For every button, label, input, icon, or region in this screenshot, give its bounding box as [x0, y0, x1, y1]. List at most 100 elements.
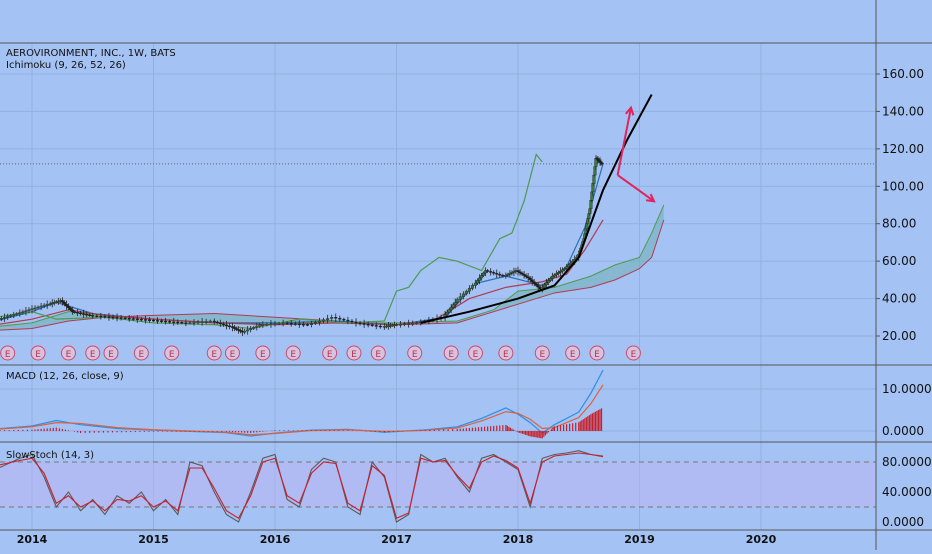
price-candle	[600, 162, 604, 165]
x-tick-label: 2018	[503, 533, 534, 546]
earnings-marker-label: E	[211, 350, 217, 360]
symbol-title: AEROVIRONMENT, INC., 1W, BATS	[6, 48, 176, 59]
earnings-marker[interactable]: E	[407, 345, 423, 361]
earnings-marker-circle	[60, 345, 76, 361]
price-candle	[482, 272, 486, 276]
price-candle	[504, 274, 508, 277]
earnings-marker-circle	[443, 345, 459, 361]
earnings-marker-circle	[370, 345, 386, 361]
price-candle	[119, 317, 123, 319]
price-candle	[82, 313, 86, 315]
price-candle	[188, 322, 192, 324]
x-tick-label: 2016	[260, 533, 291, 546]
stoch-tick-label: 40.0000	[882, 485, 932, 499]
earnings-marker[interactable]: E	[0, 345, 16, 361]
earnings-marker[interactable]: E	[206, 345, 222, 361]
earnings-marker[interactable]: E	[30, 345, 46, 361]
price-candle	[346, 319, 350, 322]
price-candle	[15, 313, 19, 315]
forecast-arrowhead	[646, 193, 656, 203]
earnings-marker[interactable]: E	[625, 345, 641, 361]
price-candle	[42, 304, 46, 307]
earnings-marker[interactable]: E	[565, 345, 581, 361]
price-candle	[407, 323, 411, 325]
price-candle	[111, 316, 115, 319]
y-tick-label: 160.00	[882, 67, 924, 81]
price-candle	[243, 330, 247, 333]
trend-line	[420, 94, 653, 324]
earnings-marker[interactable]: E	[534, 345, 550, 361]
forecast-arrowhead	[625, 105, 635, 116]
earnings-marker-label: E	[139, 350, 145, 360]
earnings-marker[interactable]: E	[322, 345, 338, 361]
earnings-marker-circle	[206, 345, 222, 361]
price-candle	[314, 322, 318, 324]
price-candle	[269, 323, 273, 326]
price-candle	[281, 322, 285, 325]
price-candle	[451, 304, 455, 308]
price-candle	[176, 321, 180, 324]
price-candle	[204, 321, 208, 323]
price-candle	[115, 317, 119, 319]
earnings-marker[interactable]: E	[103, 345, 119, 361]
price-candle	[107, 316, 111, 318]
price-candle	[453, 302, 457, 306]
price-candle	[64, 303, 68, 307]
price-candle	[362, 323, 366, 325]
price-candle	[548, 278, 552, 281]
price-candle	[237, 329, 241, 331]
earnings-marker[interactable]: E	[589, 345, 605, 361]
price-candle	[249, 328, 253, 330]
price-candle	[449, 307, 453, 310]
price-candle	[512, 271, 516, 273]
price-candle	[342, 318, 346, 321]
price-candle	[480, 275, 484, 279]
earnings-marker[interactable]: E	[370, 345, 386, 361]
earnings-marker[interactable]: E	[443, 345, 459, 361]
price-candle	[559, 270, 563, 273]
earnings-marker-label: E	[108, 350, 114, 360]
earnings-marker[interactable]: E	[285, 345, 301, 361]
price-candle	[88, 314, 92, 316]
price-candle	[455, 299, 459, 303]
earnings-marker-circle	[103, 345, 119, 361]
earnings-marker[interactable]: E	[85, 345, 101, 361]
x-tick-label: 2017	[381, 533, 412, 546]
y-tick-label: 80.00	[882, 217, 916, 231]
price-candle	[24, 310, 28, 312]
price-candle	[445, 312, 449, 315]
price-candle	[62, 302, 66, 305]
earnings-marker-circle	[625, 345, 641, 361]
earnings-marker[interactable]: E	[133, 345, 149, 361]
price-candle	[252, 327, 256, 329]
earnings-marker[interactable]: E	[164, 345, 180, 361]
price-candle	[39, 305, 43, 308]
macd-label: MACD (12, 26, close, 9)	[6, 371, 124, 382]
earnings-marker[interactable]: E	[60, 345, 76, 361]
price-candle	[530, 279, 534, 282]
price-candle	[45, 303, 49, 306]
price-candle	[366, 323, 370, 326]
price-candle	[164, 320, 168, 323]
price-candle	[301, 323, 305, 326]
price-candle	[498, 274, 502, 276]
earnings-marker[interactable]: E	[467, 345, 483, 361]
price-candle	[350, 320, 354, 323]
ichimoku-cloud	[0, 205, 664, 331]
forecast-arrow	[617, 174, 655, 203]
earnings-marker[interactable]: E	[498, 345, 514, 361]
price-candle	[235, 328, 239, 330]
price-candle	[563, 268, 567, 271]
price-candle	[532, 281, 536, 284]
price-candle	[95, 315, 99, 317]
price-candle	[546, 280, 550, 283]
earnings-marker[interactable]: E	[255, 345, 271, 361]
earnings-marker[interactable]: E	[346, 345, 362, 361]
earnings-marker-label: E	[327, 350, 333, 360]
price-candle	[103, 316, 107, 318]
price-candle	[212, 320, 216, 323]
earnings-marker[interactable]: E	[224, 345, 240, 361]
price-candle	[18, 312, 22, 314]
